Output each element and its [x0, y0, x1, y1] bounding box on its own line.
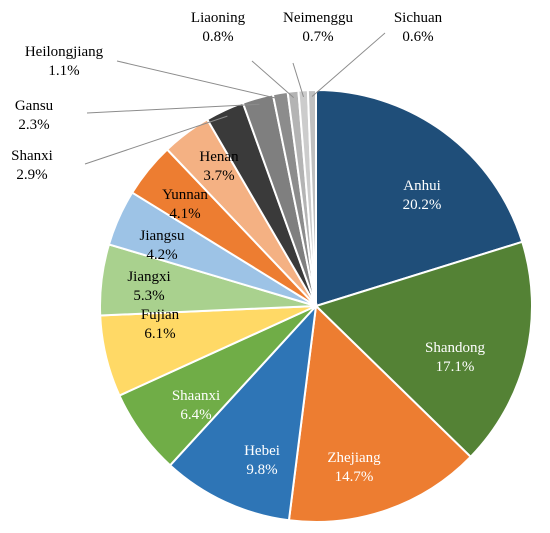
- leader-line-liaoning: [251, 60, 294, 99]
- slice-label-liaoning: Liaoning 0.8%: [191, 10, 246, 45]
- slice-label-henan: Henan 3.7%: [199, 149, 239, 184]
- pie-slices: [99, 88, 533, 523]
- pie-slice-sichuan: [306, 88, 317, 307]
- pie-slice-zhejiang: [287, 303, 473, 523]
- leader-line-heilongjiang: [116, 60, 282, 100]
- slice-label-gansu: Gansu 2.3%: [15, 98, 54, 133]
- slice-label-shanxi: Shanxi 2.9%: [11, 148, 53, 183]
- slice-label-anhui: Anhui 20.2%: [403, 178, 442, 213]
- pie-slice-hebei: [168, 303, 318, 522]
- slice-label-heilongjiang: Heilongjiang 1.1%: [25, 44, 104, 79]
- pie-slice-anhui: [315, 88, 524, 308]
- leader-lines: [84, 32, 386, 165]
- slice-label-fujian: Fujian 6.1%: [141, 307, 180, 342]
- slice-label-jiangxi: Jiangxi 5.3%: [127, 269, 170, 304]
- slice-label-neimenggu: Neimenggu 0.7%: [283, 10, 353, 45]
- leader-line-gansu: [86, 103, 260, 114]
- leader-line-sichuan: [311, 32, 386, 97]
- slice-label-shandong: Shandong 17.1%: [425, 340, 486, 375]
- slice-label-yunnan: Yunnan 4.1%: [162, 187, 208, 222]
- slice-label-zhejiang: Zhejiang 14.7%: [327, 450, 381, 485]
- slice-labels: Anhui 20.2% Shandong 17.1% Zhejiang 14.7% Hebe…: [11, 10, 485, 485]
- leader-line-shanxi: [84, 115, 228, 165]
- slice-label-shaanxi: Shaanxi 6.4%: [172, 388, 220, 423]
- slice-label-jiangsu: Jiangsu 4.2%: [140, 228, 186, 263]
- slice-label-sichuan: Sichuan 0.6%: [394, 10, 443, 45]
- leader-line-neimenggu: [292, 62, 304, 98]
- slice-label-hebei: Hebei 9.8%: [244, 443, 280, 478]
- pie-slice-shandong: [314, 240, 533, 459]
